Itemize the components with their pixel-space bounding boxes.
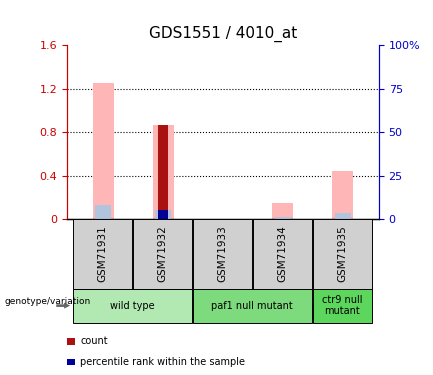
Bar bbox=[155, 210, 171, 219]
Text: genotype/variation: genotype/variation bbox=[4, 297, 90, 306]
Bar bbox=[95, 205, 111, 219]
Bar bbox=[333, 171, 353, 219]
Text: count: count bbox=[80, 336, 108, 346]
Text: GSM71935: GSM71935 bbox=[337, 226, 347, 282]
Text: GSM71932: GSM71932 bbox=[157, 226, 168, 282]
Text: GSM71934: GSM71934 bbox=[277, 226, 288, 282]
Bar bbox=[275, 217, 291, 219]
Text: percentile rank within the sample: percentile rank within the sample bbox=[80, 357, 245, 367]
Text: GSM71931: GSM71931 bbox=[97, 226, 107, 282]
Bar bbox=[158, 210, 168, 219]
Bar bbox=[272, 203, 294, 219]
Title: GDS1551 / 4010_at: GDS1551 / 4010_at bbox=[149, 26, 297, 42]
Text: wild type: wild type bbox=[110, 301, 155, 310]
Text: ctr9 null
mutant: ctr9 null mutant bbox=[322, 295, 362, 316]
Text: paf1 null mutant: paf1 null mutant bbox=[211, 301, 293, 310]
Bar bbox=[93, 83, 113, 219]
Bar bbox=[158, 124, 168, 219]
Bar bbox=[335, 213, 351, 219]
Bar bbox=[152, 124, 174, 219]
Text: GSM71933: GSM71933 bbox=[217, 226, 227, 282]
